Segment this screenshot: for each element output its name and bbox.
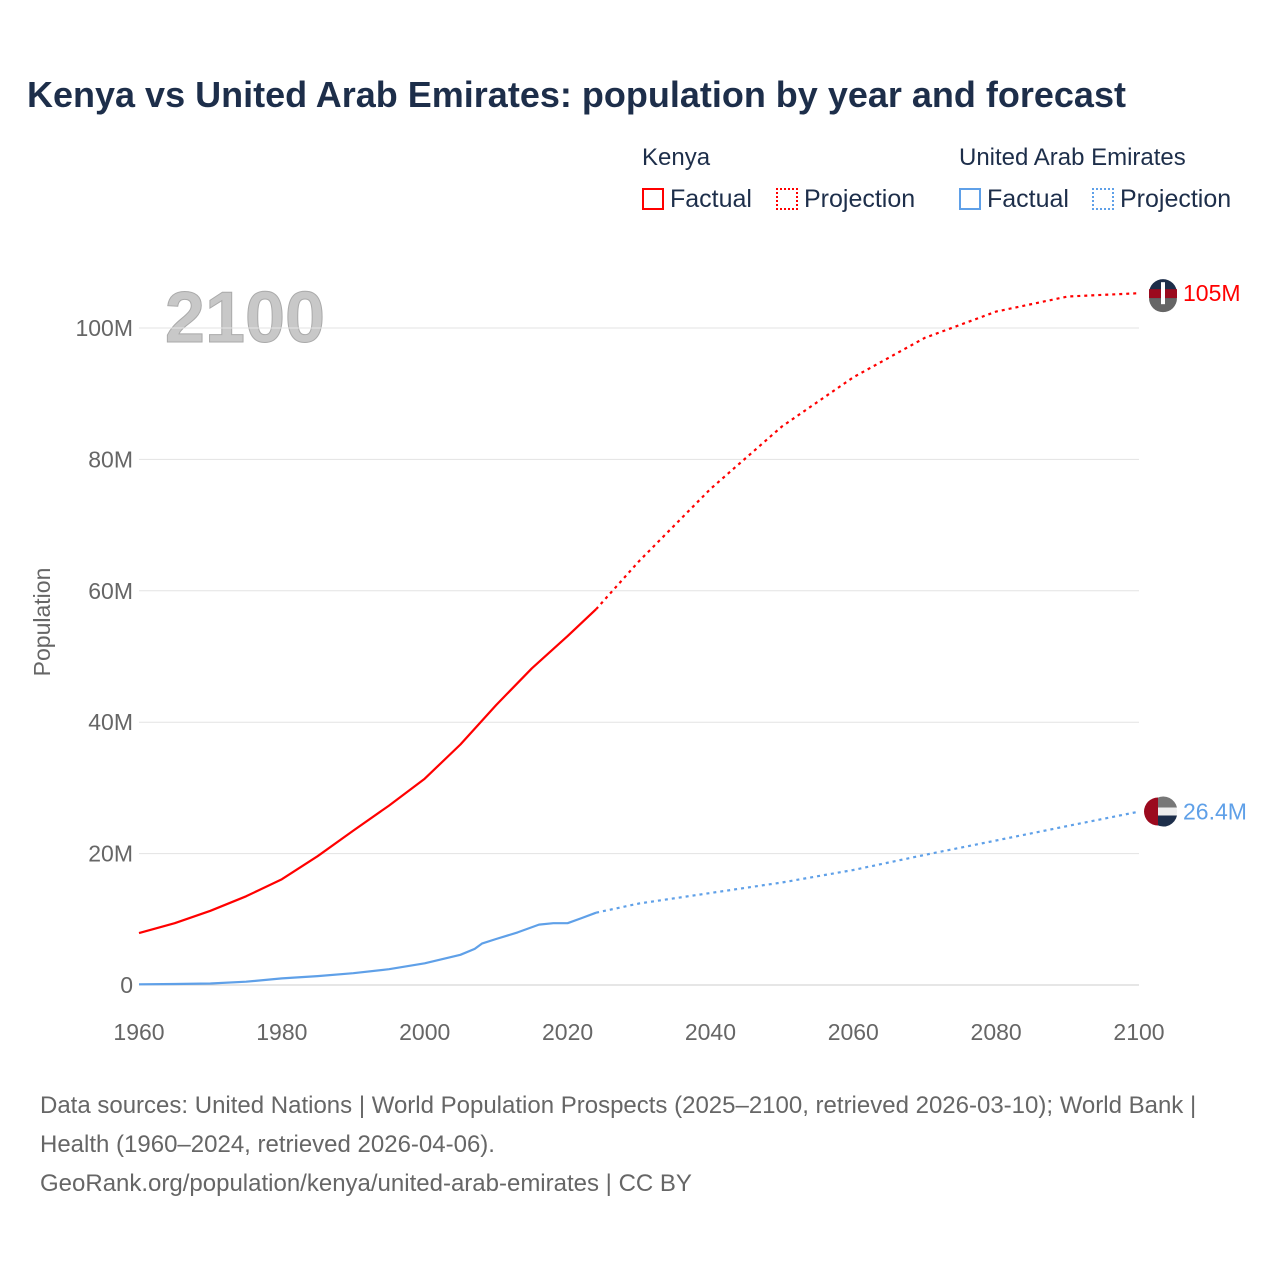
source-text: Data sources: United Nations | World Pop… bbox=[40, 1092, 1197, 1158]
flag-part bbox=[1157, 815, 1177, 827]
x-tick-label: 2000 bbox=[399, 1019, 450, 1045]
y-tick-label: 60M bbox=[88, 578, 133, 604]
legend-label: Projection bbox=[1120, 185, 1232, 213]
legend-kenya-projection[interactable]: Projection bbox=[776, 185, 915, 214]
x-tick-label: 2020 bbox=[542, 1019, 593, 1045]
x-tick-label: 1960 bbox=[113, 1019, 164, 1045]
legend-kenya-factual[interactable]: Factual bbox=[642, 185, 752, 214]
kenya-flag-icon bbox=[1149, 279, 1177, 313]
x-tick-label: 2040 bbox=[685, 1019, 736, 1045]
x-tick-label: 1980 bbox=[256, 1019, 307, 1045]
legend-label: Factual bbox=[670, 185, 752, 213]
legend-swatch-solid bbox=[642, 188, 664, 210]
flag-part bbox=[1149, 298, 1177, 313]
kenya-end-label: 105M bbox=[1183, 280, 1241, 306]
uae-flag-icon bbox=[1144, 796, 1177, 827]
legend-group-kenya: Kenya bbox=[642, 144, 711, 171]
legend-swatch-dotted bbox=[776, 188, 798, 210]
flag-part bbox=[1157, 796, 1177, 808]
y-tick-label: 0 bbox=[120, 972, 133, 998]
y-tick-label: 20M bbox=[88, 841, 133, 867]
kenya-factual-line bbox=[138, 608, 597, 935]
plot-area: 2100 Population 0 20M 40M 60M 80M 100M 1960 198… bbox=[29, 278, 1247, 1046]
x-tick-label: 2100 bbox=[1113, 1019, 1164, 1045]
year-watermark: 2100 bbox=[165, 278, 325, 358]
chart-title: Kenya vs United Arab Emirates: populatio… bbox=[27, 74, 1126, 115]
flag-part bbox=[1161, 282, 1165, 305]
legend-group-uae: United Arab Emirates bbox=[959, 144, 1186, 171]
legend-label: Projection bbox=[804, 185, 916, 213]
x-tick-label: 2060 bbox=[828, 1019, 879, 1045]
kenya-projection-line bbox=[595, 292, 1140, 610]
legend-label: Factual bbox=[987, 185, 1069, 213]
y-tick-label: 80M bbox=[88, 446, 133, 472]
y-tick-label: 100M bbox=[75, 315, 133, 341]
uae-end-label: 26.4M bbox=[1183, 799, 1247, 825]
y-tick-label: 40M bbox=[88, 709, 133, 735]
uae-factual-line bbox=[138, 911, 597, 986]
y-axis-label: Population bbox=[29, 568, 55, 677]
uae-projection-line bbox=[595, 810, 1140, 914]
flag-part bbox=[1144, 797, 1158, 826]
legend-uae-projection[interactable]: Projection bbox=[1092, 185, 1231, 214]
x-tick-label: 2080 bbox=[971, 1019, 1022, 1045]
legend-swatch-solid bbox=[959, 188, 981, 210]
source-link[interactable]: GeoRank.org/population/kenya/united-arab… bbox=[40, 1170, 692, 1197]
legend-uae-factual[interactable]: Factual bbox=[959, 185, 1069, 214]
legend-swatch-dotted bbox=[1092, 188, 1114, 210]
source-note: Data sources: United Nations | World Pop… bbox=[40, 1086, 1240, 1203]
